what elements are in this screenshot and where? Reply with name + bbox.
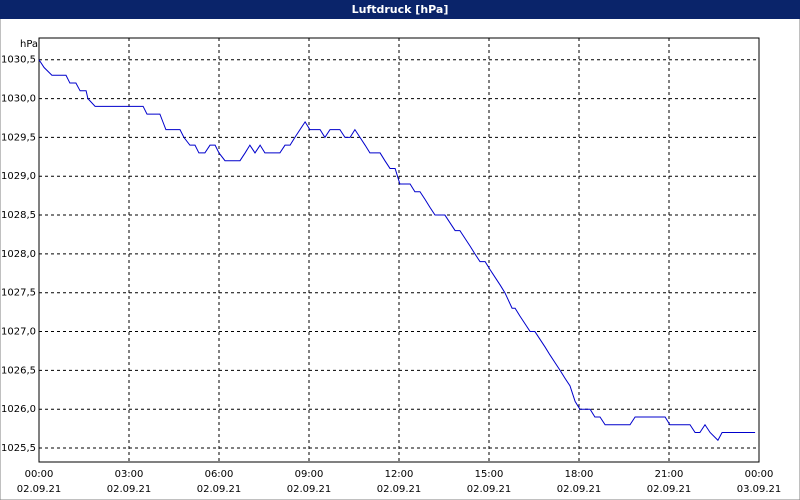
x-tick-date: 02.09.21 — [467, 484, 512, 495]
x-tick-date: 02.09.21 — [377, 484, 422, 495]
y-tick-label: 1026,0 — [1, 404, 36, 415]
plot-border — [38, 37, 760, 463]
x-tick-label: 12:00 — [385, 469, 414, 480]
chart-title: Luftdruck [hPa] — [352, 3, 449, 16]
x-tick-date: 02.09.21 — [107, 484, 152, 495]
y-tick-label: 1029,5 — [1, 132, 36, 143]
x-tick-label: 03:00 — [115, 469, 144, 480]
x-tick-label: 21:00 — [655, 469, 684, 480]
y-tick-label: 1028,5 — [1, 210, 36, 221]
y-tick-label: 1030,5 — [1, 55, 36, 66]
y-tick-label: 1025,5 — [1, 443, 36, 454]
y-tick-label: 1028,0 — [1, 249, 36, 260]
x-tick-date: 02.09.21 — [197, 484, 242, 495]
x-tick-date: 02.09.21 — [557, 484, 602, 495]
y-tick-label: 1029,0 — [1, 171, 36, 182]
y-tick-label: 1030,0 — [1, 94, 36, 105]
x-tick-date: 02.09.21 — [647, 484, 692, 495]
y-unit: hPa — [20, 39, 38, 50]
line — [38, 59, 756, 442]
y-tick-label: 1026,5 — [1, 365, 36, 376]
x-tick-date: 03.09.21 — [737, 484, 782, 495]
x-tick-label: 00:00 — [25, 469, 54, 480]
x-tick-label: 15:00 — [475, 469, 504, 480]
x-tick-label: 06:00 — [205, 469, 234, 480]
title-bar — [0, 0, 800, 19]
x-tick-label: 18:00 — [565, 469, 594, 480]
x-tick-date: 02.09.21 — [287, 484, 332, 495]
x-tick-date: 02.09.21 — [17, 484, 62, 495]
x-tick-label: 09:00 — [295, 469, 324, 480]
x-tick-label: 00:00 — [745, 469, 774, 480]
y-tick-label: 1027,5 — [1, 288, 36, 299]
y-tick-label: 1027,0 — [1, 327, 36, 338]
